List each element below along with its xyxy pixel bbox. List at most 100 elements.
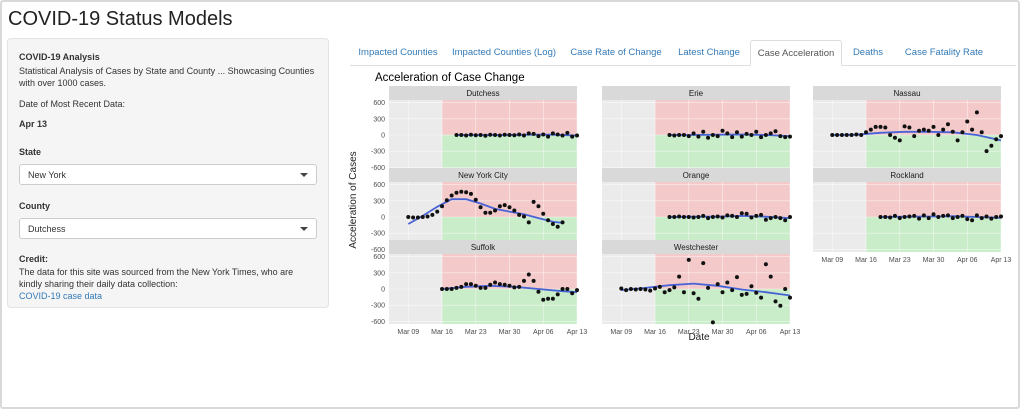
data-point (734, 215, 739, 219)
y-tick-label: 300 (373, 198, 385, 205)
data-point (835, 133, 840, 137)
data-point (912, 134, 917, 139)
x-tick-label: Apr 13 (780, 329, 801, 336)
data-point (517, 132, 522, 137)
data-point (420, 215, 425, 219)
data-point (873, 124, 878, 129)
data-point (749, 133, 754, 137)
data-point (739, 211, 744, 216)
data-point (526, 220, 531, 225)
facet-label: Orange (683, 171, 710, 180)
data-point (691, 131, 696, 136)
data-point (633, 287, 638, 292)
data-point (468, 282, 473, 287)
data-point (517, 284, 522, 289)
data-point (521, 133, 526, 138)
data-point (512, 285, 517, 290)
data-point (435, 209, 440, 214)
data-point (411, 215, 416, 220)
data-point (425, 214, 430, 219)
data-point (788, 134, 792, 139)
data-point (507, 283, 512, 288)
data-point (730, 135, 735, 140)
x-tick-label: Mar 09 (397, 329, 419, 336)
tab-case-rate-of-change[interactable]: Case Rate of Change (570, 47, 662, 58)
facet-label: Rockland (890, 171, 923, 180)
data-point (955, 138, 960, 143)
data-point (941, 213, 946, 218)
data-point (897, 216, 902, 221)
caret-down-icon (300, 226, 308, 231)
x-tick-label: Mar 30 (499, 329, 521, 336)
data-point (497, 133, 502, 138)
data-point (945, 122, 950, 127)
data-point (550, 296, 555, 301)
y-tick-label: -300 (371, 231, 385, 238)
acceleration-chart: Acceleration of Case Change Date Acceler… (348, 72, 1012, 343)
data-point (970, 127, 975, 132)
data-point (839, 133, 844, 137)
data-point (493, 208, 498, 213)
data-point (555, 224, 560, 229)
data-point (493, 280, 498, 285)
y-tick-label: -300 (371, 303, 385, 310)
data-point (883, 215, 888, 219)
data-point (788, 295, 792, 300)
page-title: COVID-19 Status Models (8, 8, 233, 30)
data-point (974, 110, 979, 115)
y-axis-label: Acceleration of Cases (348, 151, 359, 248)
data-point (526, 272, 531, 277)
data-point (979, 130, 984, 135)
tab-deaths[interactable]: Deaths (852, 47, 884, 58)
case-data-link[interactable]: COVID-19 case data (19, 291, 103, 301)
data-point (921, 127, 926, 132)
data-point (706, 216, 711, 221)
tab-impacted-counties[interactable]: Impacted Counties (358, 47, 438, 58)
x-tick-label: Mar 16 (644, 329, 666, 336)
x-tick-label: Apr 13 (991, 257, 1012, 264)
x-tick-label: Apr 06 (746, 329, 767, 336)
tab-case-fatality-rate[interactable]: Case Fatality Rate (904, 47, 984, 58)
data-point (931, 212, 936, 217)
data-point (464, 282, 469, 287)
y-tick-label: 300 (373, 270, 385, 277)
data-point (677, 274, 682, 279)
data-point (917, 216, 922, 221)
data-point (902, 124, 907, 129)
data-point (565, 130, 570, 135)
data-point (773, 129, 778, 134)
data-point (759, 135, 764, 140)
data-point (830, 133, 835, 137)
data-point (541, 132, 546, 137)
data-point (459, 189, 464, 194)
data-point (459, 133, 464, 137)
data-point (677, 133, 682, 137)
data-point (541, 297, 546, 302)
tab-impacted-counties-log[interactable]: Impacted Counties (Log) (451, 47, 557, 58)
data-point (512, 208, 517, 213)
data-point (931, 124, 936, 129)
data-point (686, 134, 691, 139)
tab-case-acceleration[interactable]: Case Acceleration (750, 40, 842, 66)
facet-strip (813, 168, 1001, 182)
data-point (440, 204, 445, 209)
data-point (672, 215, 677, 219)
county-select[interactable]: Dutchess (19, 218, 317, 239)
facet-strip (389, 240, 577, 254)
data-point (464, 190, 469, 195)
data-point (989, 216, 994, 221)
y-tick-label: 600 (373, 254, 385, 261)
data-point (783, 218, 788, 223)
data-point (628, 287, 633, 291)
data-point (672, 133, 677, 138)
facet-erie: Erie (602, 86, 792, 170)
state-select[interactable]: New York (19, 164, 317, 185)
data-point (502, 203, 507, 208)
data-point (739, 134, 744, 139)
data-point (868, 127, 873, 132)
data-point (725, 131, 730, 136)
data-point (994, 215, 999, 219)
data-point (681, 290, 686, 295)
data-point (701, 129, 706, 134)
tab-latest-change[interactable]: Latest Change (678, 47, 740, 58)
